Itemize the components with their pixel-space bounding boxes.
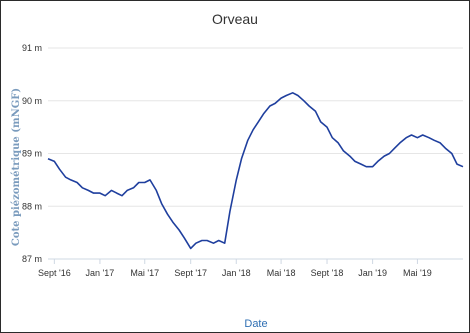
x-tick-label: Jan '19 [358,268,387,278]
y-axis-title: Cote piézométrique (mNGF) [11,88,22,246]
x-tick-label: Mai '17 [130,268,159,278]
x-tick-label: Jan '18 [222,268,251,278]
x-axis: Sept '16 Jan '17 Mai '17 Sept '17 Jan '18 Mai… [38,259,432,278]
y-tick-label: 88 m [22,201,42,211]
y-tick-label: 87 m [22,254,42,264]
chart-title: Orveau [212,11,258,27]
x-tick-label: Sept '17 [174,268,207,278]
x-tick-label: Sept '18 [311,268,344,278]
x-tick-label: Mai '18 [267,268,296,278]
series-line[interactable] [47,92,464,250]
x-tick-label: Sept '16 [38,268,71,278]
y-tick-label: 91 m [22,43,42,53]
x-axis-title: Date [244,318,267,330]
x-tick-label: Mai '19 [403,268,432,278]
y-tick-label: 90 m [22,96,42,106]
y-axis: 91 m 90 m 89 m 88 m 87 m [22,43,42,264]
grid [48,47,463,260]
series-layer [47,92,464,250]
y-tick-label: 89 m [22,149,42,159]
x-tick-label: Jan '17 [86,268,115,278]
